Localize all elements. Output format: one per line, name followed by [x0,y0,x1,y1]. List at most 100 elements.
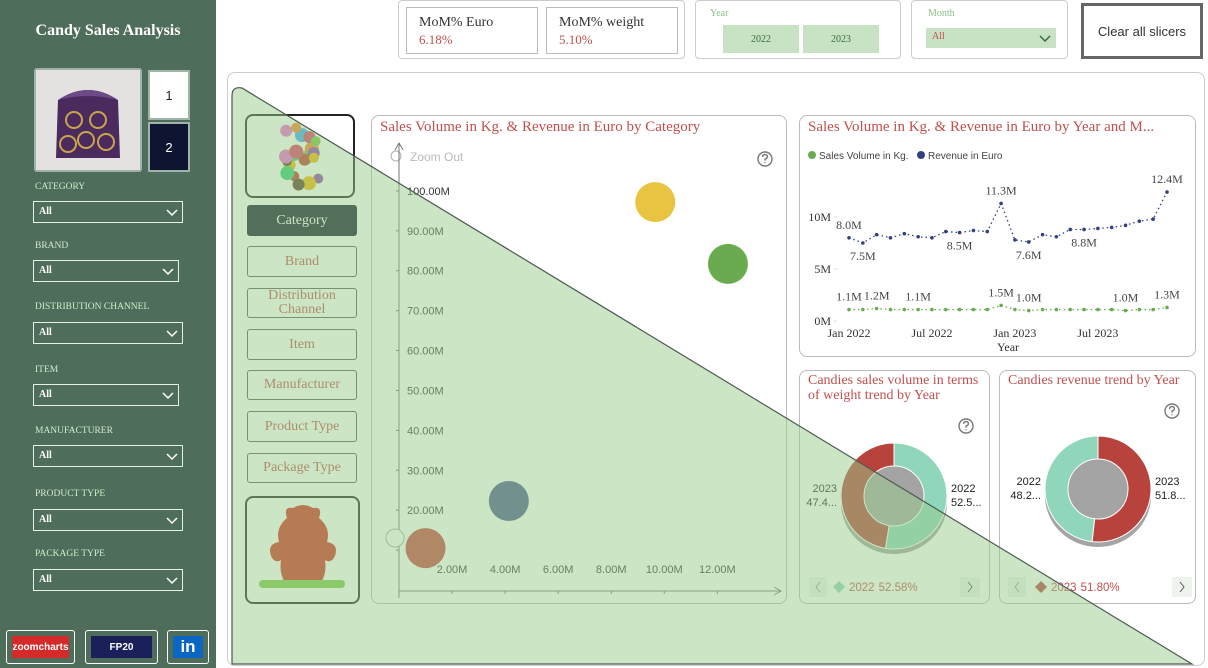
logo: FP20 [91,636,152,658]
logo-frame[interactable]: zoomcharts [6,630,75,664]
main-panel [227,72,1205,666]
x-tick-label: Jul 2023 [1077,326,1118,340]
series-point [1165,190,1169,194]
data-label: 12.4M [1151,172,1183,186]
page-button[interactable]: 2 [148,122,190,172]
series-point [1082,307,1086,312]
pager-prev[interactable] [1008,577,1026,597]
pager-next[interactable] [1172,577,1192,597]
graphic [279,122,324,191]
pager-text: 2023 51.80% [1051,582,1120,594]
slice-label: 47.4... [806,497,837,509]
pager-next[interactable] [960,577,980,597]
series-point [874,306,879,311]
month-slicer: Month All [911,0,1068,59]
chevron-icon [162,392,174,400]
chart-panel: Candies sales volume in terms of weight … [799,370,990,604]
slicer-value: All [39,514,52,525]
graphic [166,577,178,585]
series-point [1165,305,1169,310]
candy [292,178,305,191]
chevron-icon [166,209,178,217]
candy [310,136,321,147]
chart-panel: Sales Volume in Kg. & Revenue in Euro by… [371,115,787,604]
slicer-label: MANUFACTURER [35,426,113,436]
year-slicer: Year 2022 2023 [695,0,901,59]
series-point [902,307,907,312]
series-point [1040,307,1045,312]
slicer-label: PRODUCT TYPE [35,489,106,499]
clear-button[interactable]: Clear all slicers [1081,3,1203,59]
x-tick-label: Jul 2022 [911,326,952,340]
y-tick-label: 50.00M [407,385,444,397]
series-point [861,307,865,312]
logo-frame[interactable]: in [167,630,209,664]
slicer-dropdown[interactable]: All [33,445,183,467]
y-tick-label: 5M [814,262,831,276]
series-point [1013,307,1017,312]
nav-button[interactable]: Product Type [247,411,357,442]
chevron-icon [1039,35,1051,43]
pager-prev[interactable] [809,577,827,597]
graphic: Sales Volume in Kg. Revenue in Euro0M5M10… [808,151,1183,354]
year-option[interactable]: 2022 [723,25,799,53]
nav-button[interactable]: Distribution Channel [247,288,357,318]
nav-button[interactable]: Item [247,329,357,360]
data-label: 7.5M [850,249,876,263]
month-dropdown[interactable]: All [926,28,1056,48]
product-image [34,68,142,172]
slicer-dropdown[interactable]: All [33,384,179,406]
graphic [36,70,140,170]
slicer-dropdown[interactable]: All [33,201,183,223]
slicer-value: All [39,327,52,338]
y-tick-label: 30.00M [407,465,444,477]
slicer-value: All [39,206,52,217]
series-point [1026,240,1031,244]
x-tick-label: 10.00M [646,564,683,576]
kpi-label: MoM% weight [559,15,645,30]
legend-label: Sales Volume in Kg. [819,151,909,162]
slicer-dropdown[interactable]: All [33,260,179,282]
series-point [957,230,962,235]
x-tick-label: 8.00M [596,564,627,576]
logo-frame[interactable]: FP20 [85,630,158,664]
slicer-value: All [932,31,945,42]
chevron-icon [162,268,174,276]
series-point [971,228,976,233]
nav-button[interactable]: Package Type [247,453,357,483]
slicer-dropdown[interactable]: All [33,569,183,591]
slicer-dropdown[interactable]: All [33,322,183,344]
nav-button[interactable]: Manufacturer [247,370,357,400]
series-point [861,241,865,245]
series-point [888,236,893,240]
y-tick-label: 10M [808,210,831,224]
series-point [943,229,948,234]
series-point [999,303,1003,308]
chevron-icon [166,453,178,461]
pager-value: 51.80% [1081,582,1120,594]
slicer-dropdown[interactable]: All [33,509,183,531]
graphic: 2022 52.5... 2023 47.4... 2022 52.58% [806,442,982,597]
year-option[interactable]: 2023 [803,25,879,53]
chevron-icon [166,577,178,585]
series-point [1026,308,1031,313]
series-point [1123,308,1128,313]
series-point [985,307,990,312]
series-point [1109,307,1114,312]
slicer-label: BRAND [35,241,69,251]
data-label: 8.0M [836,218,862,232]
series-point [1068,307,1073,312]
page-button[interactable]: 1 [148,70,190,120]
nav-button[interactable]: Category [247,205,357,236]
graphic [166,330,178,338]
nav-button[interactable]: Brand [247,246,357,277]
slice-label: 48.2... [1010,490,1041,502]
sidebar-title: Candy Sales Analysis [35,22,181,39]
series-point [943,307,948,312]
candy [289,144,304,159]
graphic [166,209,178,217]
chevron-icon [166,330,178,338]
chart-panel: Sales Volume in Kg. & Revenue in Euro by… [799,115,1196,357]
candy [280,166,295,181]
slicer-label: DISTRIBUTION CHANNEL [35,302,150,312]
